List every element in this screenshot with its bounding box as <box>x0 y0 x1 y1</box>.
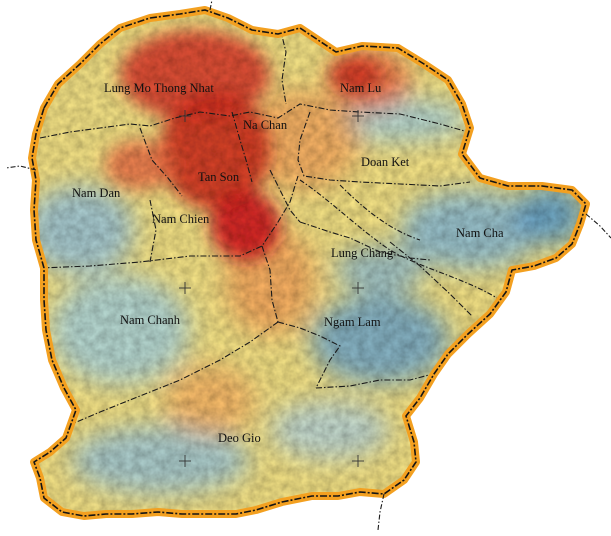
label-nam-chanh: Nam Chanh <box>120 313 181 327</box>
label-deo-gio: Deo Gio <box>218 431 261 445</box>
label-doan-ket: Doan Ket <box>361 155 410 169</box>
label-lung-chang: Lung Chang <box>331 246 394 260</box>
label-lung-mo-thong-nhat: Lung Mo Thong Nhat <box>104 81 214 95</box>
grid-crosshairs <box>179 110 364 467</box>
crosshair-mark <box>179 455 191 467</box>
streams <box>299 179 501 301</box>
crosshair-mark <box>352 455 364 467</box>
label-nam-lu: Nam Lu <box>340 81 382 95</box>
commune-borders <box>39 27 473 425</box>
crosshair-mark <box>352 110 364 122</box>
label-nam-chien: Nam Chien <box>152 212 210 226</box>
label-ngam-lam: Ngam Lam <box>324 315 381 329</box>
label-nam-cha: Nam Cha <box>456 226 504 240</box>
crosshair-mark <box>179 110 191 122</box>
label-nam-dan: Nam Dan <box>72 186 121 200</box>
crosshair-mark <box>179 282 191 294</box>
district-boundary <box>5 0 611 531</box>
commune-labels: Lung Mo Thong Nhat Nam Lu Na Chan Doan K… <box>72 81 504 445</box>
crosshair-mark <box>352 282 364 294</box>
label-na-chan: Na Chan <box>243 118 288 132</box>
label-tan-son: Tan Son <box>198 170 240 184</box>
